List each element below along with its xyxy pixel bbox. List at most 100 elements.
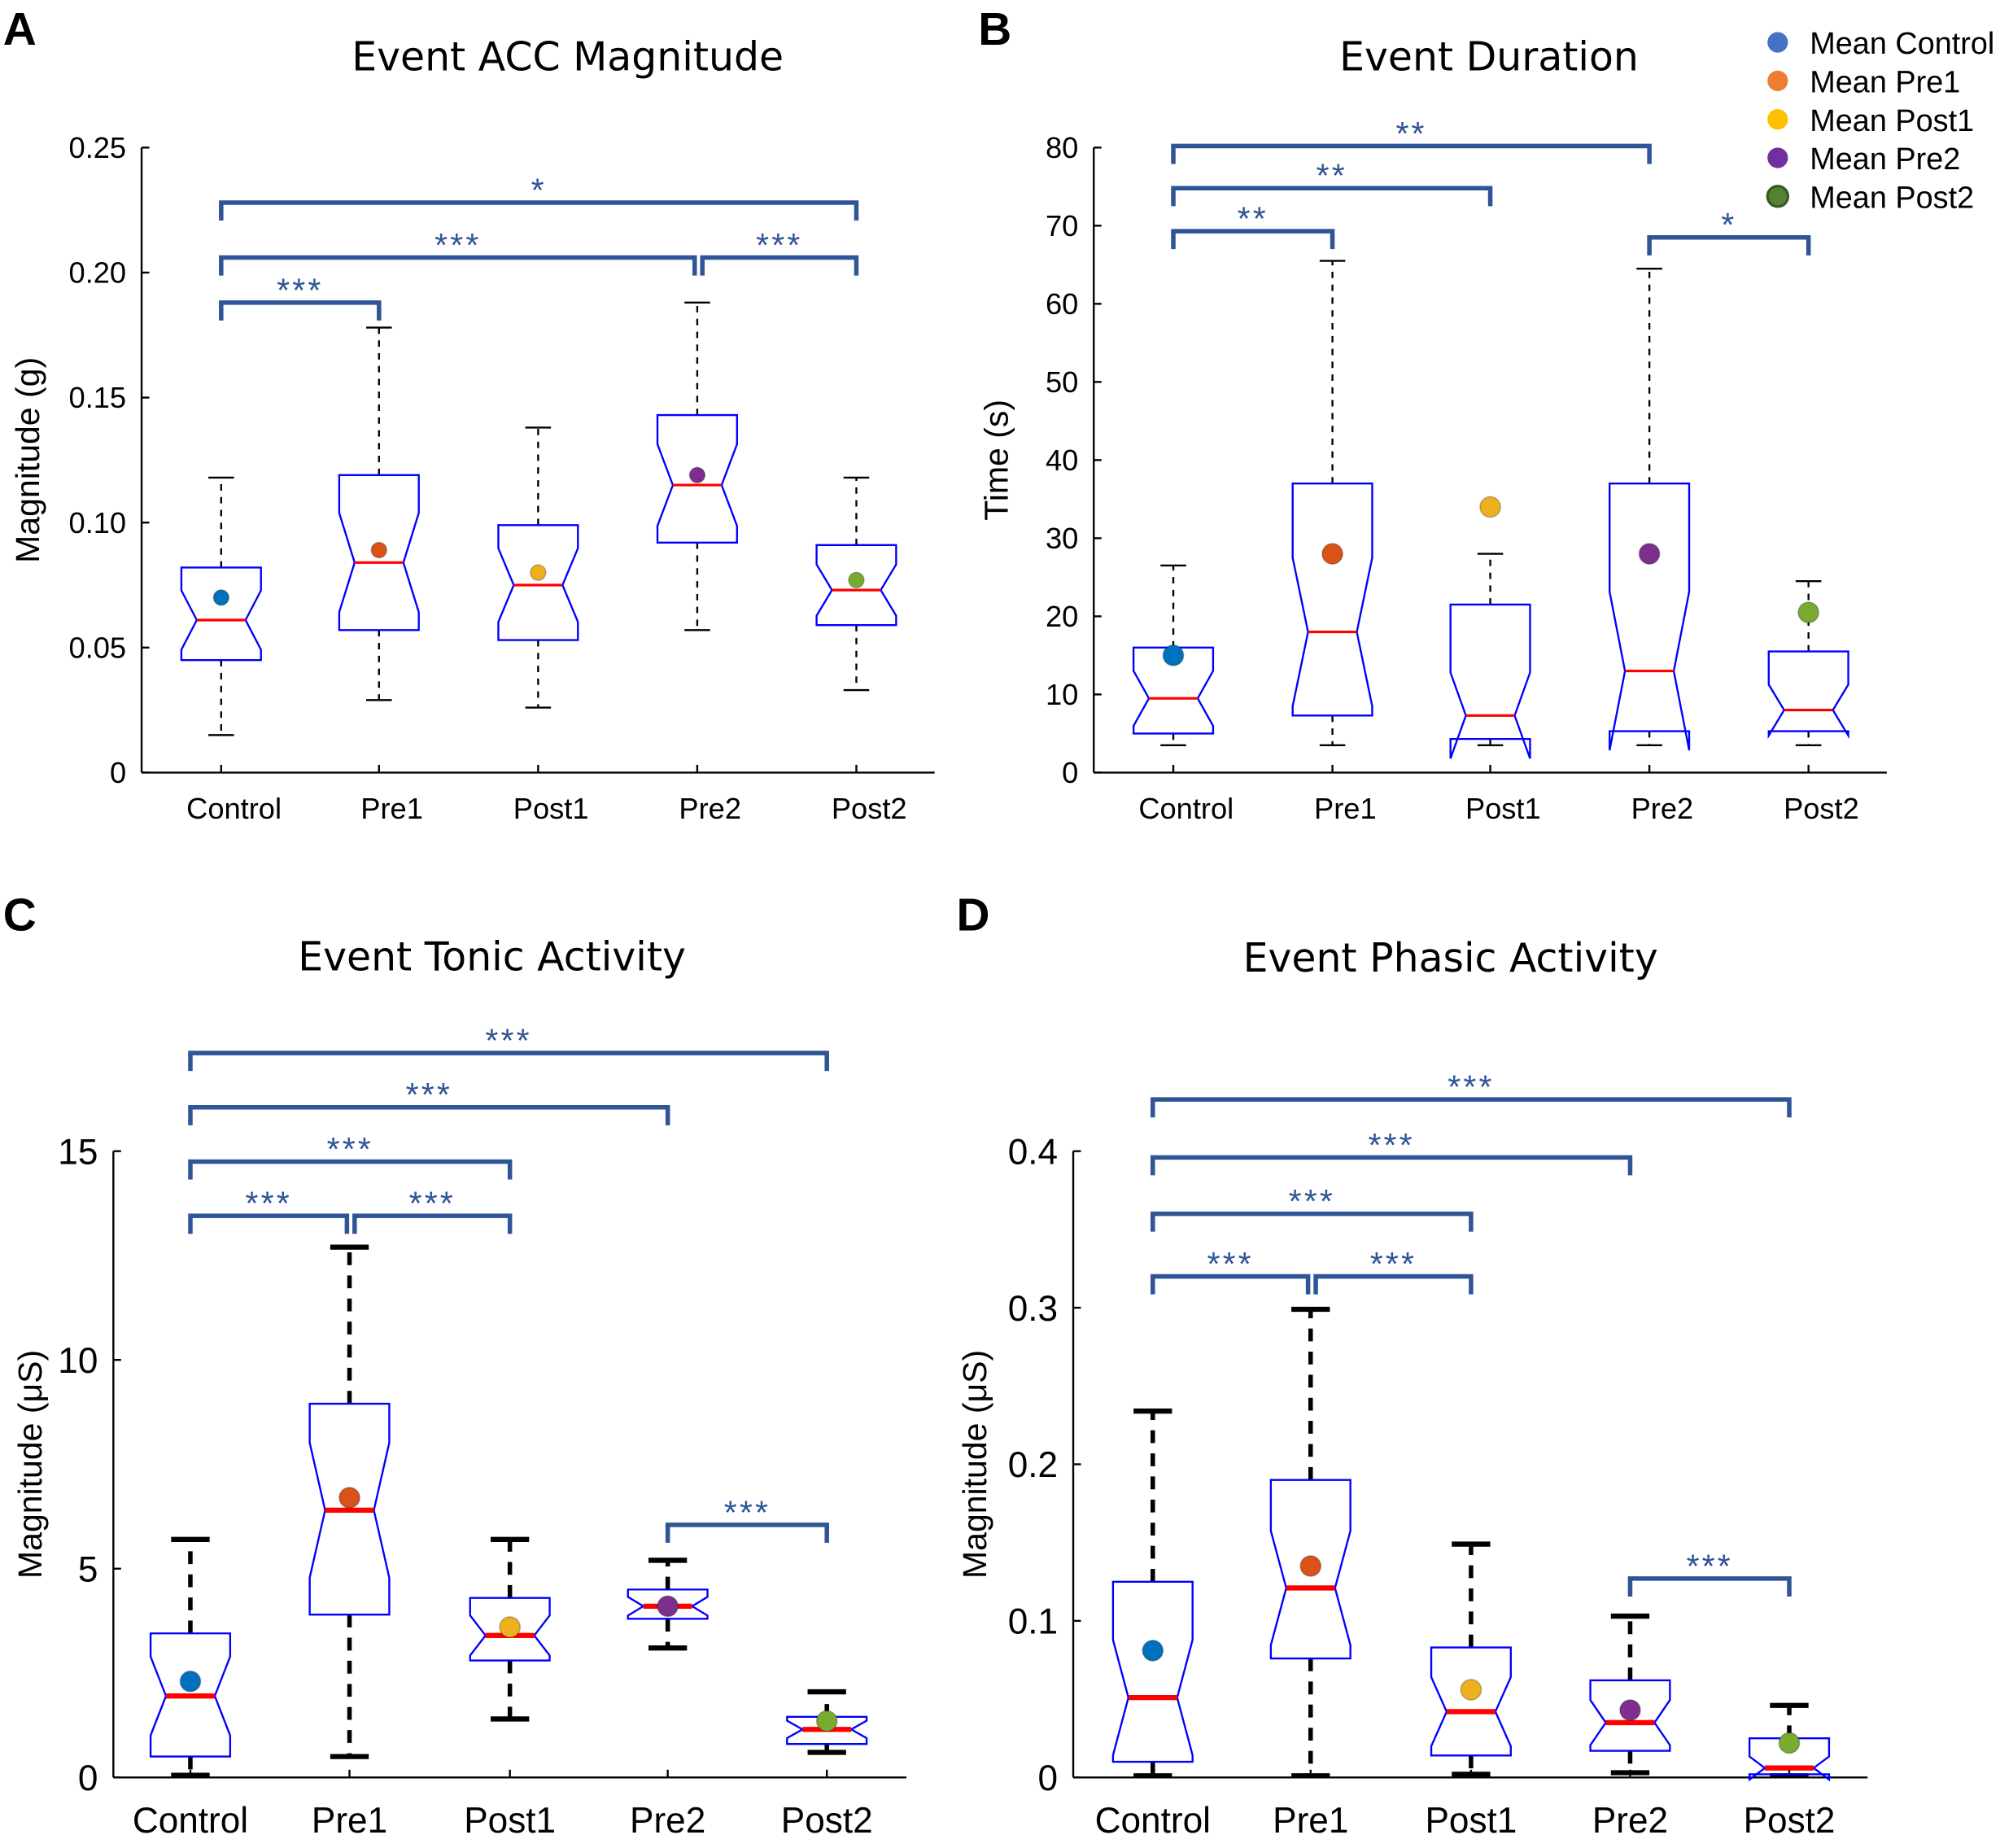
y-tick-label: 10 — [58, 1341, 98, 1381]
y-tick-label: 80 — [1046, 131, 1078, 164]
legend-marker-icon — [1766, 185, 1790, 208]
bracket-line — [188, 1105, 670, 1125]
y-tick-label: 0 — [110, 756, 126, 789]
bracket-line — [188, 1213, 350, 1234]
x-tick-label: Post2 — [832, 792, 907, 825]
box-pre2 — [627, 1557, 709, 1651]
y-axis-label: Magnitude (μS) — [11, 1350, 49, 1579]
mean-marker — [1299, 1555, 1322, 1577]
significance-bracket: *** — [1313, 1245, 1474, 1295]
legend-label: Mean Control — [1810, 27, 1994, 61]
box-pre2 — [656, 301, 738, 631]
significance-label: *** — [409, 1185, 456, 1222]
notched-box — [338, 474, 420, 631]
x-tick-label: Pre1 — [1273, 1801, 1348, 1841]
mean-marker — [212, 589, 230, 606]
box-post1 — [1430, 1541, 1512, 1777]
panel-letter: B — [978, 4, 1011, 55]
notched-box — [627, 1588, 709, 1620]
x-tick-label: Post1 — [464, 1801, 556, 1841]
box-post2 — [786, 1689, 868, 1755]
x-tick-label: Pre1 — [312, 1801, 387, 1841]
significance-label: *** — [327, 1130, 373, 1168]
significance-bracket: *** — [219, 226, 697, 276]
mean-marker — [1142, 1640, 1164, 1662]
mean-marker — [815, 1710, 838, 1732]
panel-letter: A — [3, 4, 37, 55]
box-pre2 — [1609, 267, 1691, 751]
legend-label: Mean Pre1 — [1810, 66, 1960, 100]
notched-box — [1449, 603, 1531, 759]
notched-box — [1609, 483, 1691, 751]
x-tick-label: Pre2 — [1592, 1801, 1668, 1841]
bracket-line — [1151, 1274, 1311, 1295]
y-tick-label: 0.15 — [69, 381, 127, 414]
significance-bracket: *** — [1151, 1245, 1311, 1295]
significance-label: *** — [1289, 1182, 1335, 1220]
bracket-line — [1151, 1211, 1474, 1232]
chart-title: Event Phasic Activity — [1243, 935, 1658, 981]
y-tick-label: 50 — [1046, 365, 1078, 399]
significance-bracket: *** — [1151, 1182, 1474, 1232]
y-tick-label: 15 — [58, 1132, 98, 1172]
legend-label: Mean Post2 — [1810, 181, 1974, 215]
x-tick-label: Pre2 — [679, 792, 741, 825]
panel-A: A Event ACC Magnitude Magnitude (g) 0 0.05 0.… — [3, 4, 935, 825]
notched-box — [1589, 1679, 1671, 1752]
y-tick-label: 0.2 — [1008, 1445, 1058, 1485]
mean-marker — [530, 564, 547, 581]
significance-bracket: *** — [1151, 1126, 1633, 1176]
y-tick-label: 0.1 — [1008, 1602, 1058, 1642]
mean-marker — [1479, 496, 1501, 518]
significance-label: *** — [1368, 1126, 1414, 1164]
y-axis-label: Magnitude (μS) — [956, 1350, 993, 1579]
box-post1 — [1449, 496, 1531, 759]
legend: Mean Control Mean Pre1 Mean Post1 Mean Pre2… — [1766, 27, 1994, 215]
bracket-line — [219, 200, 859, 221]
y-tick-label: 0 — [1062, 756, 1078, 789]
box-post2 — [815, 476, 897, 692]
x-tick-label: Post2 — [1784, 792, 1859, 825]
panel-C: C Event Tonic Activity Magnitude (μS) 0 5 10 1… — [3, 889, 906, 1841]
significance-label: ** — [1395, 115, 1426, 152]
significance-bracket: *** — [1151, 1068, 1792, 1118]
x-tick-label: Pre1 — [1314, 792, 1377, 825]
significance-bracket: *** — [700, 226, 859, 276]
box-control — [180, 476, 262, 736]
notched-box — [1269, 1479, 1351, 1660]
y-tick-label: 60 — [1046, 287, 1078, 321]
y-tick-label: 5 — [78, 1549, 98, 1589]
significance-label: *** — [1687, 1547, 1733, 1584]
notched-box — [469, 1597, 551, 1662]
bracket-line — [188, 1159, 513, 1180]
legend-marker-icon — [1767, 147, 1788, 168]
bracket-line — [352, 1213, 513, 1234]
mean-marker — [370, 541, 388, 559]
x-tick-label: Post1 — [1425, 1801, 1517, 1841]
significance-label: *** — [406, 1076, 452, 1113]
box-post2 — [1748, 1702, 1831, 1782]
bracket-line — [1647, 235, 1811, 256]
significance-bracket: *** — [352, 1185, 513, 1234]
panel-letter: D — [956, 889, 989, 941]
x-tick-label: Post2 — [1744, 1801, 1836, 1841]
y-tick-label: 70 — [1046, 209, 1078, 242]
notched-box — [180, 566, 262, 662]
significance-label: *** — [434, 226, 481, 264]
mean-marker — [1321, 543, 1343, 565]
legend-marker-icon — [1767, 109, 1788, 130]
notched-box — [1132, 646, 1215, 735]
legend-label: Mean Post1 — [1810, 104, 1974, 138]
y-tick-label: 0 — [78, 1758, 98, 1798]
x-tick-label: Pre2 — [630, 1801, 705, 1841]
mean-marker — [848, 571, 865, 589]
y-tick-label: 20 — [1046, 600, 1078, 633]
box-post1 — [469, 1536, 551, 1722]
bracket-line — [1151, 1097, 1792, 1118]
y-axis-label: Magnitude (g) — [9, 357, 46, 563]
significance-bracket: *** — [188, 1185, 350, 1234]
x-tick-label: Control — [186, 792, 282, 825]
box-pre1 — [1269, 1306, 1351, 1779]
x-tick-label: Post1 — [513, 792, 589, 825]
mean-marker — [1162, 644, 1185, 666]
